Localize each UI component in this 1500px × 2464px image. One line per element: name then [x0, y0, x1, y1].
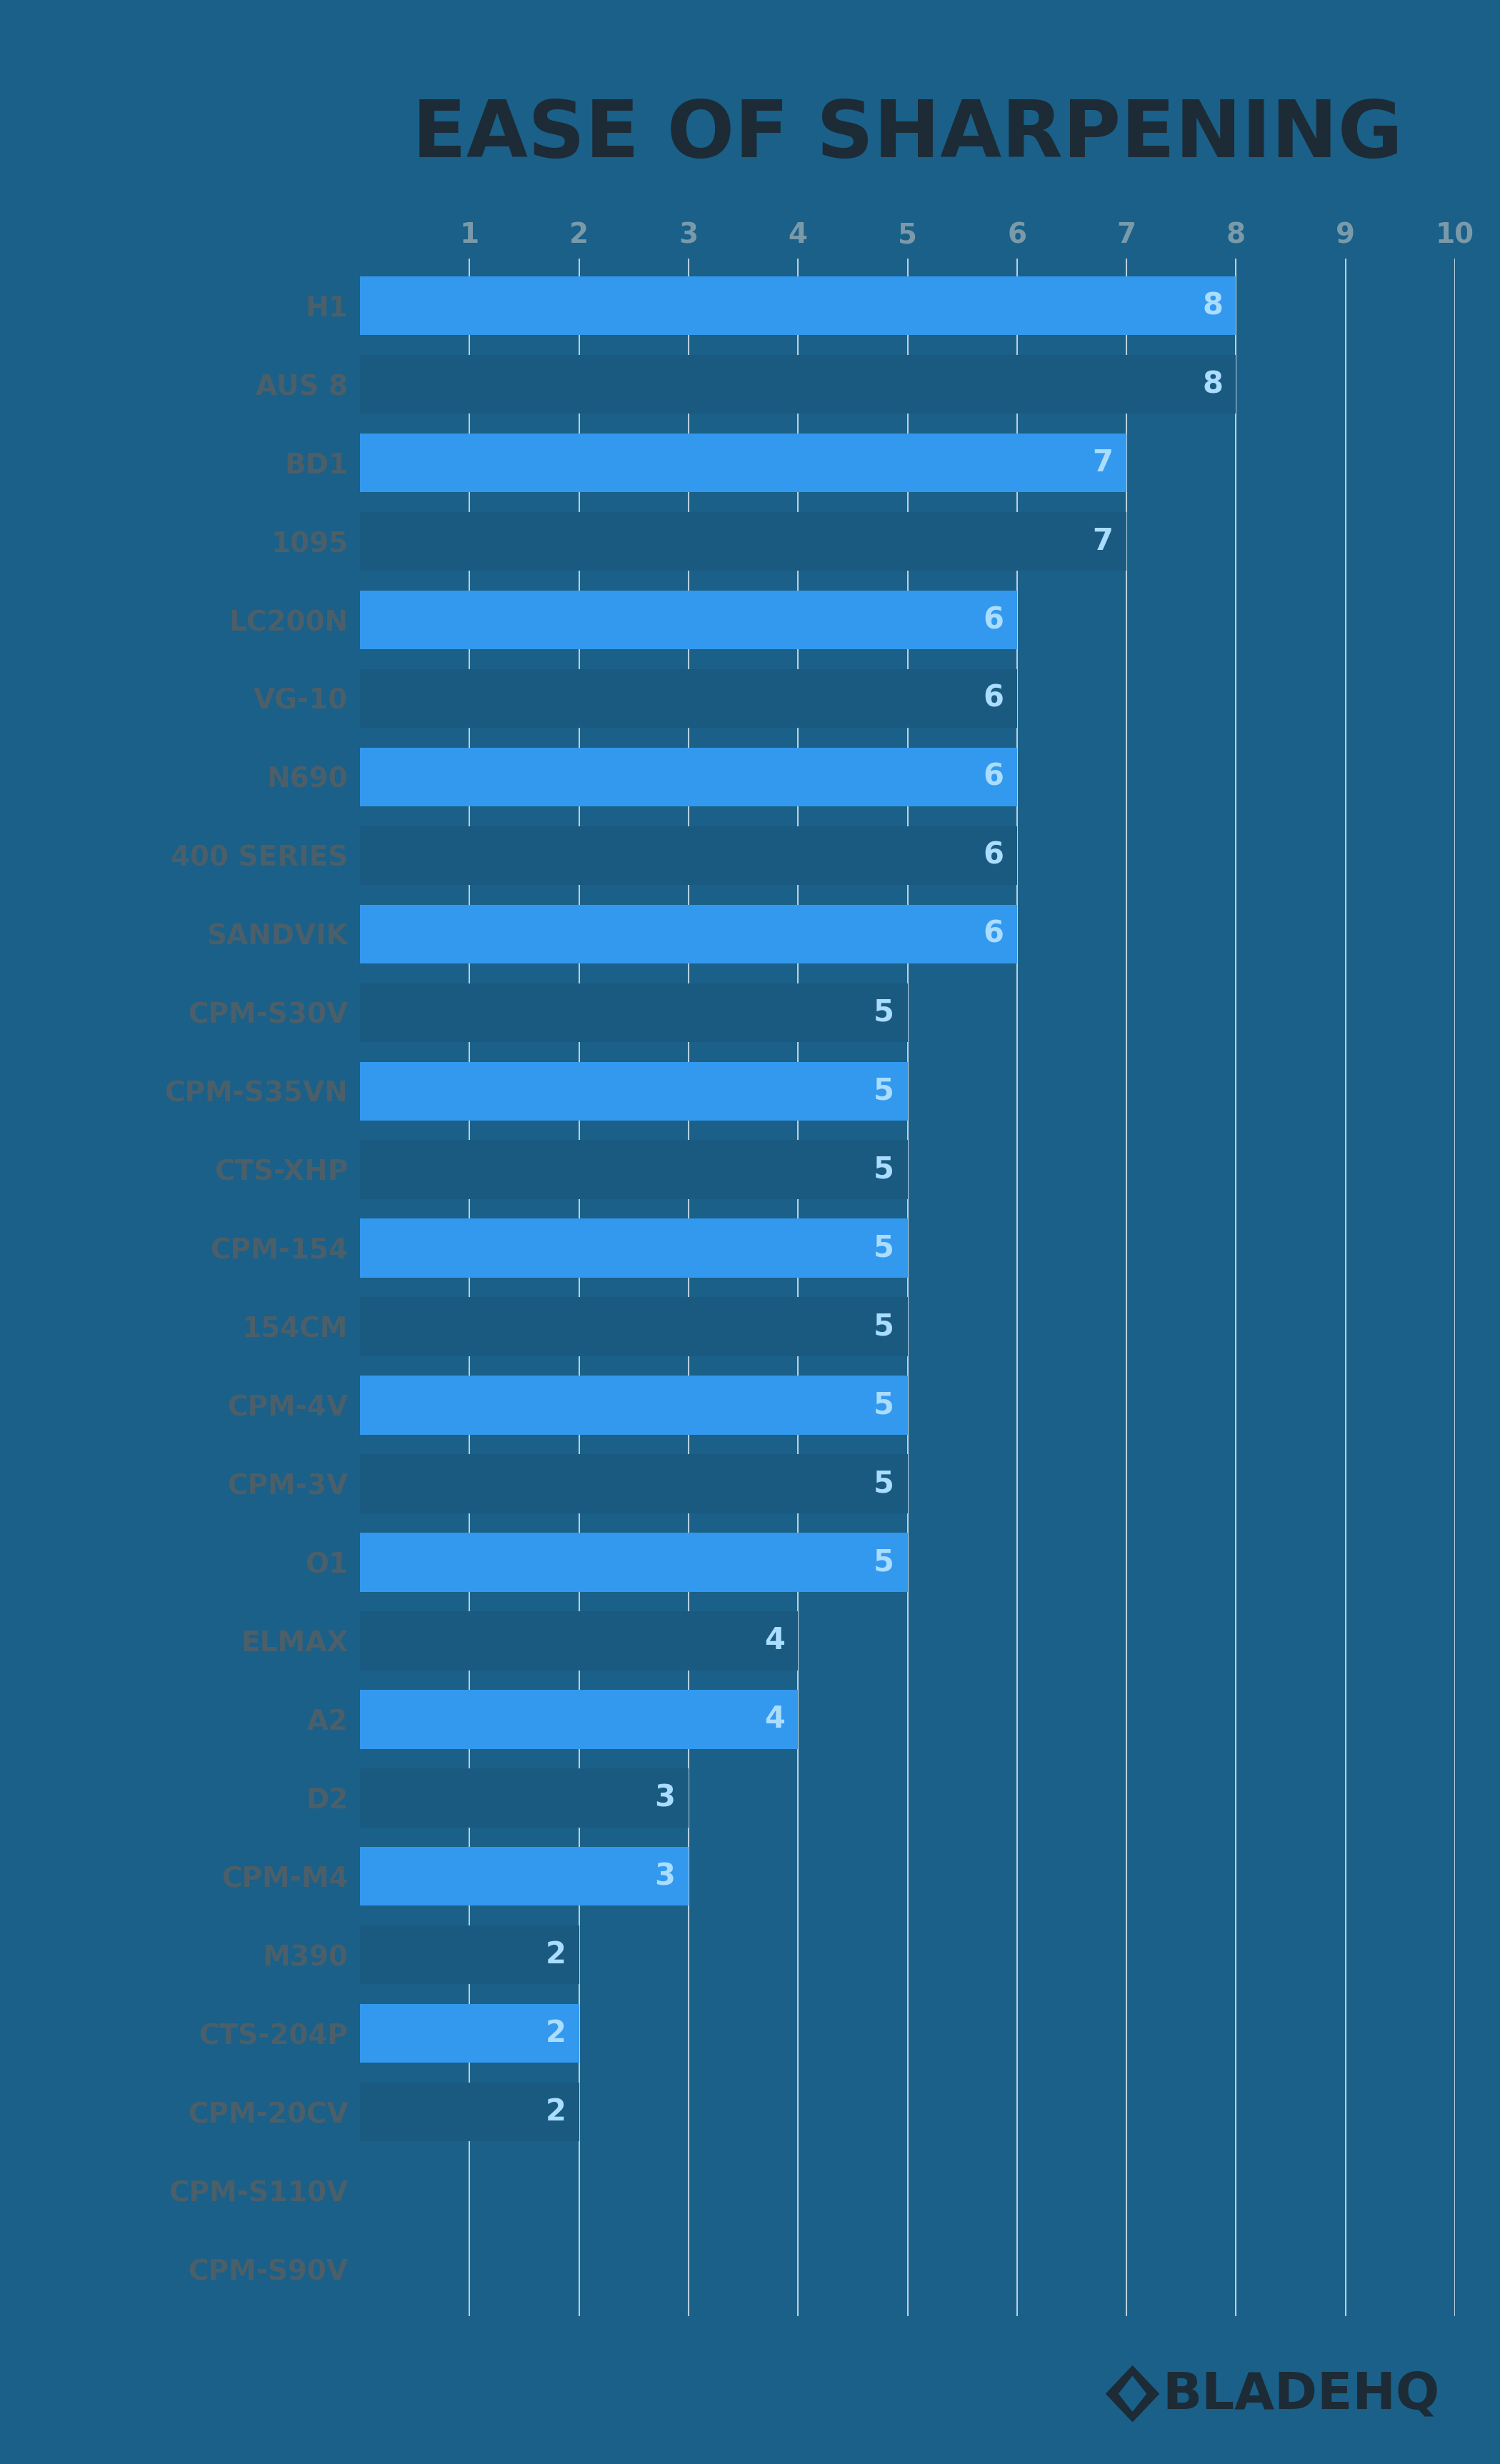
Text: 6: 6	[982, 683, 1004, 715]
Text: 8: 8	[1202, 291, 1222, 320]
Text: 5: 5	[873, 1311, 894, 1343]
Bar	[360, 2003, 579, 2062]
Text: 3: 3	[654, 1860, 675, 1892]
Text: 5: 5	[873, 998, 894, 1027]
Text: 8: 8	[1202, 370, 1222, 399]
Text: 5: 5	[873, 1547, 894, 1577]
Text: 2: 2	[544, 1939, 566, 1969]
Bar	[360, 276, 1236, 335]
Bar	[360, 1690, 798, 1749]
Text: 5: 5	[873, 1469, 894, 1498]
Bar	[360, 670, 1017, 727]
Bar	[360, 2082, 579, 2141]
Text: 6: 6	[982, 919, 1004, 949]
Text: 2: 2	[544, 2018, 566, 2048]
Bar	[360, 355, 1236, 414]
Text: 7: 7	[1092, 527, 1113, 557]
Text: 3: 3	[654, 1784, 675, 1814]
Bar	[360, 513, 1126, 572]
Text: 5: 5	[873, 1390, 894, 1419]
Bar	[360, 434, 1126, 493]
Text: 5: 5	[873, 1156, 894, 1185]
Bar	[360, 1533, 908, 1592]
Bar	[360, 1769, 689, 1828]
Bar	[360, 1296, 908, 1355]
Bar	[360, 591, 1017, 650]
Bar	[360, 904, 1017, 963]
Polygon shape	[1119, 2375, 1146, 2410]
Bar	[360, 1848, 689, 1905]
Text: 6: 6	[982, 840, 1004, 870]
Bar	[360, 747, 1017, 806]
Bar	[360, 1454, 908, 1513]
Text: 4: 4	[764, 1705, 785, 1735]
Text: EASE OF SHARPENING: EASE OF SHARPENING	[412, 96, 1402, 175]
Text: 2: 2	[544, 2097, 566, 2126]
Text: 6: 6	[982, 606, 1004, 636]
Bar	[360, 1220, 908, 1279]
Bar	[360, 1141, 908, 1200]
Polygon shape	[1107, 2365, 1158, 2422]
Text: BLADEHQ: BLADEHQ	[1162, 2370, 1440, 2420]
Bar	[360, 825, 1017, 885]
Text: 6: 6	[982, 761, 1004, 791]
Text: 4: 4	[764, 1626, 785, 1656]
Text: 7: 7	[1092, 448, 1113, 478]
Bar	[360, 1375, 908, 1434]
Text: 5: 5	[873, 1232, 894, 1264]
Bar	[360, 1611, 798, 1671]
Bar	[360, 1062, 908, 1121]
Bar	[360, 1924, 579, 1984]
Bar	[360, 983, 908, 1042]
Text: 5: 5	[873, 1077, 894, 1106]
